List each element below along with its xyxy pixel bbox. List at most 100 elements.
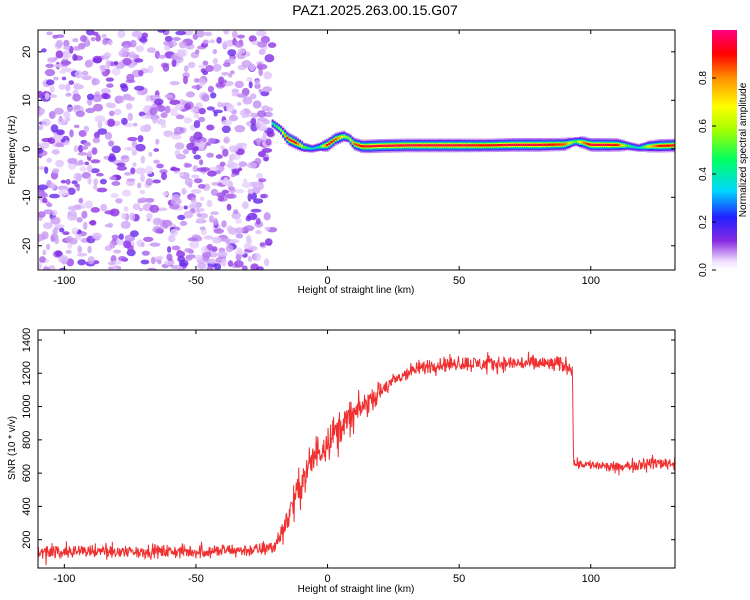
noise-blob	[175, 153, 186, 160]
ridge-cell	[416, 144, 420, 147]
noise-blob	[50, 182, 56, 190]
noise-blob	[237, 34, 245, 39]
ridge-cell	[324, 144, 327, 147]
ridge-cell	[406, 144, 409, 147]
noise-blob	[259, 242, 266, 247]
ridge-cell	[530, 143, 533, 146]
ridge-cell	[341, 135, 344, 138]
noise-blob	[222, 148, 229, 157]
noise-blob	[217, 101, 223, 108]
noise-blob	[153, 159, 160, 164]
noise-blob	[45, 63, 54, 68]
noise-blob	[81, 210, 88, 219]
colorbar-tick-label: 0.6	[698, 119, 709, 133]
noise-blob	[209, 251, 218, 258]
noise-blob	[234, 125, 246, 133]
ridge-cell	[526, 143, 529, 146]
ridge-cell	[579, 141, 582, 144]
noise-blob	[164, 260, 175, 266]
noise-blob	[38, 107, 45, 116]
noise-blob	[197, 262, 207, 270]
noise-blob	[256, 266, 264, 270]
noise-blob	[214, 263, 222, 270]
noise-blob	[140, 259, 150, 265]
ridge-cell	[364, 145, 367, 148]
noise-blob	[152, 179, 161, 184]
ridge-cell	[562, 143, 565, 146]
colorbar: 0.0 0.2 0.4 0.6 0.8 Normalized spectral ampl…	[698, 30, 749, 277]
noise-blob	[56, 129, 65, 136]
noise-blob	[143, 236, 154, 242]
noise-blob	[138, 199, 146, 204]
noise-blob	[222, 79, 227, 84]
noise-blob	[202, 39, 209, 45]
noise-blob	[228, 114, 238, 122]
noise-blob	[152, 217, 162, 226]
noise-blob	[174, 142, 185, 150]
noise-blob	[111, 234, 120, 240]
noise-blob	[147, 47, 156, 53]
ridge-cell	[330, 141, 333, 144]
noise-blob	[65, 235, 73, 243]
x-tick-label: -50	[188, 573, 204, 585]
noise-blob	[58, 189, 69, 196]
noise-blob	[217, 196, 225, 202]
noise-blob	[177, 214, 186, 221]
noise-blob	[76, 217, 83, 223]
noise-blob	[95, 34, 101, 42]
ridge-cell	[397, 144, 401, 147]
noise-blob	[194, 254, 203, 261]
noise-blob	[220, 145, 225, 150]
noise-blob	[52, 168, 60, 174]
noise-blob	[72, 93, 81, 102]
noise-blob	[97, 120, 103, 129]
noise-blob	[194, 145, 199, 152]
noise-blob	[38, 142, 41, 148]
noise-blob	[111, 181, 121, 186]
ridge-cell	[585, 142, 588, 145]
noise-blob	[93, 184, 98, 190]
noise-blob	[201, 93, 210, 102]
noise-blob	[246, 76, 253, 83]
noise-blob	[129, 39, 137, 48]
noise-blob	[138, 207, 144, 212]
noise-blob	[141, 250, 150, 256]
noise-blob	[196, 212, 202, 218]
noise-blob	[122, 57, 132, 66]
noise-blob	[178, 259, 189, 267]
noise-blob	[127, 244, 134, 252]
noise-blob	[104, 131, 113, 140]
spectrogram-y-label: Frequency (Hz)	[7, 116, 18, 185]
ridge-cell	[581, 141, 584, 144]
noise-blob	[103, 53, 110, 60]
noise-blob	[54, 237, 60, 245]
ridge-cell	[473, 144, 476, 147]
noise-blob	[109, 176, 117, 181]
noise-blob	[67, 187, 76, 195]
noise-blob	[263, 156, 269, 162]
noise-blob	[185, 256, 193, 261]
ridge-cell	[400, 144, 403, 147]
noise-blob	[81, 70, 89, 76]
noise-blob	[229, 239, 240, 244]
y-tick-label: 0	[21, 146, 33, 152]
noise-blob	[164, 94, 174, 99]
ridge-cell	[505, 143, 508, 147]
y-tick-label: 600	[21, 464, 33, 482]
noise-blob	[49, 94, 58, 98]
noise-blob	[41, 137, 53, 143]
noise-blob	[262, 86, 273, 93]
ridge-cell	[545, 143, 548, 146]
noise-blob	[223, 30, 230, 35]
ridge-cell	[600, 143, 603, 146]
noise-blob	[40, 142, 50, 149]
noise-blob	[121, 212, 126, 220]
noise-blob	[131, 149, 137, 156]
noise-blob	[175, 30, 187, 36]
noise-blob	[109, 240, 116, 249]
ridge-cell	[305, 146, 308, 149]
noise-blob	[38, 124, 44, 131]
noise-blob	[163, 40, 171, 46]
noise-blob	[234, 40, 244, 48]
ridge-cell	[408, 144, 411, 147]
